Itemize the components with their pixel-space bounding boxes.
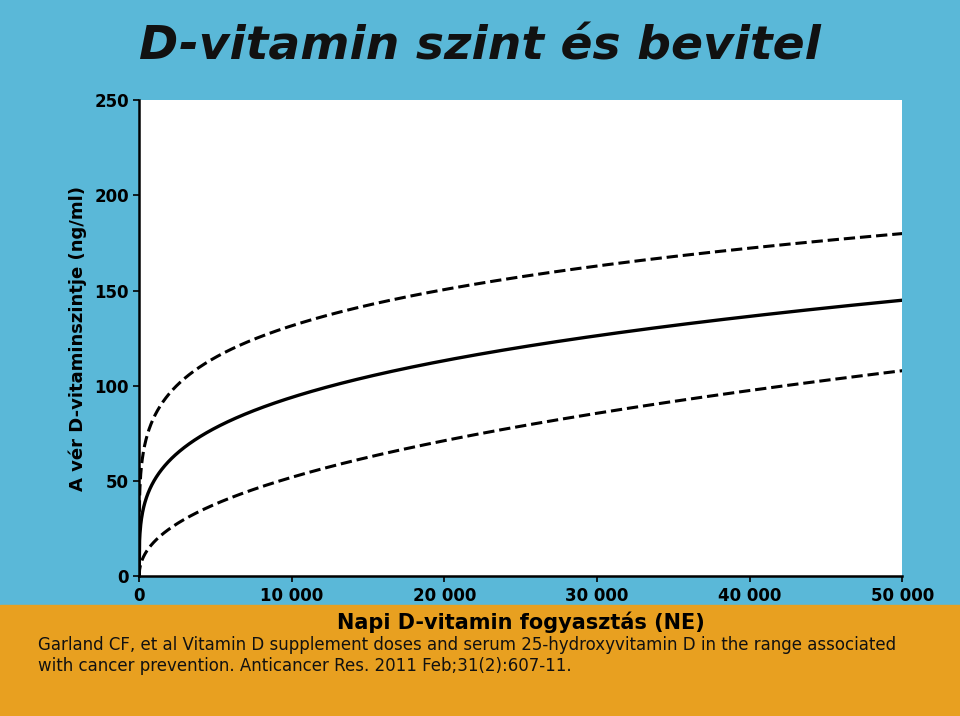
Text: Garland CF, et al Vitamin D supplement doses and serum 25-hydroxyvitamin D in th: Garland CF, et al Vitamin D supplement d… [38,636,897,674]
X-axis label: Napi D-vitamin fogyasztás (NE): Napi D-vitamin fogyasztás (NE) [337,611,705,633]
Y-axis label: A vér D-vitaminszintje (ng/ml): A vér D-vitaminszintje (ng/ml) [69,186,87,490]
Bar [0,605,960,716]
Text: D-vitamin szint és bevitel: D-vitamin szint és bevitel [139,24,821,69]
